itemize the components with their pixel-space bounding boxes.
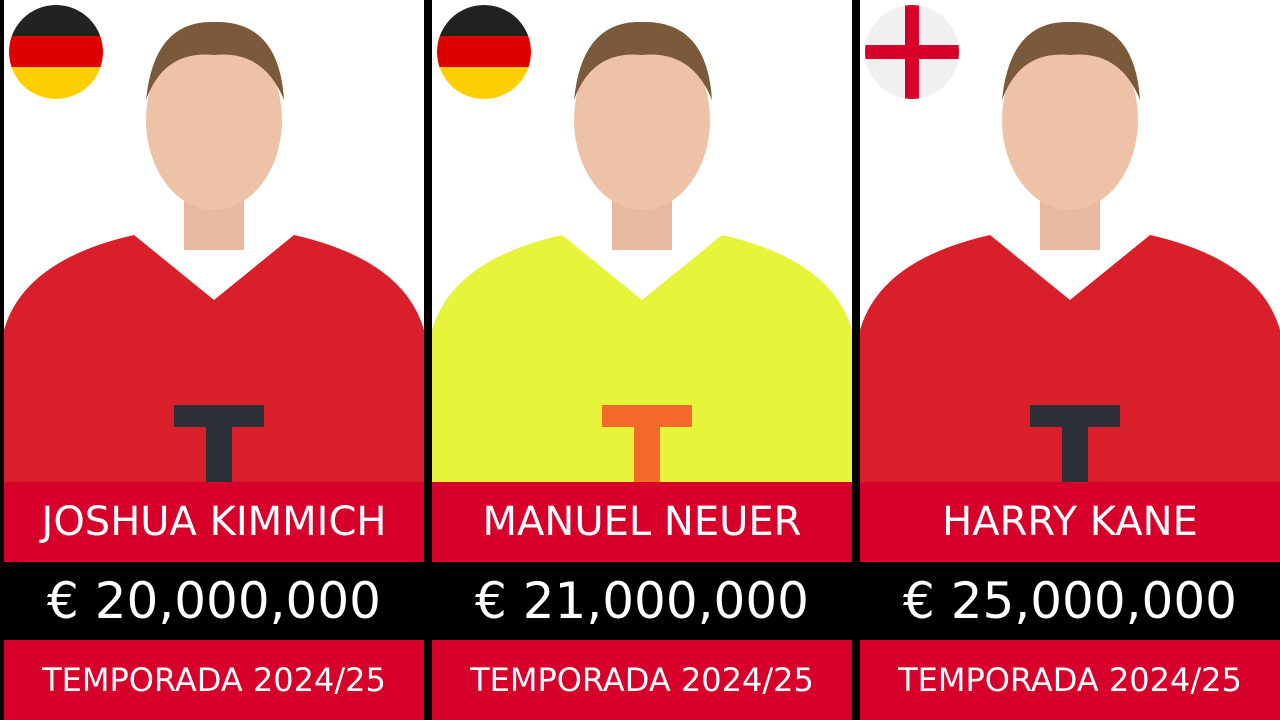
player-card: HARRY KANE € 25,000,000 TEMPORADA 2024/2… <box>860 0 1280 720</box>
germany-flag-icon <box>9 5 103 99</box>
season-label: TEMPORADA 2024/25 <box>860 640 1280 720</box>
player-value: € 20,000,000 <box>4 562 424 640</box>
season-label: TEMPORADA 2024/25 <box>432 640 852 720</box>
england-flag-icon <box>865 5 959 99</box>
player-name: JOSHUA KIMMICH <box>4 482 424 562</box>
player-name: HARRY KANE <box>860 482 1280 562</box>
player-photo <box>860 0 1280 482</box>
player-value: € 25,000,000 <box>860 562 1280 640</box>
player-photo <box>432 0 852 482</box>
germany-flag-icon <box>437 5 531 99</box>
season-label: TEMPORADA 2024/25 <box>4 640 424 720</box>
player-card: MANUEL NEUER € 21,000,000 TEMPORADA 2024… <box>432 0 852 720</box>
player-photo <box>4 0 424 482</box>
player-value: € 21,000,000 <box>432 562 852 640</box>
player-card: JOSHUA KIMMICH € 20,000,000 TEMPORADA 20… <box>4 0 424 720</box>
player-name: MANUEL NEUER <box>432 482 852 562</box>
